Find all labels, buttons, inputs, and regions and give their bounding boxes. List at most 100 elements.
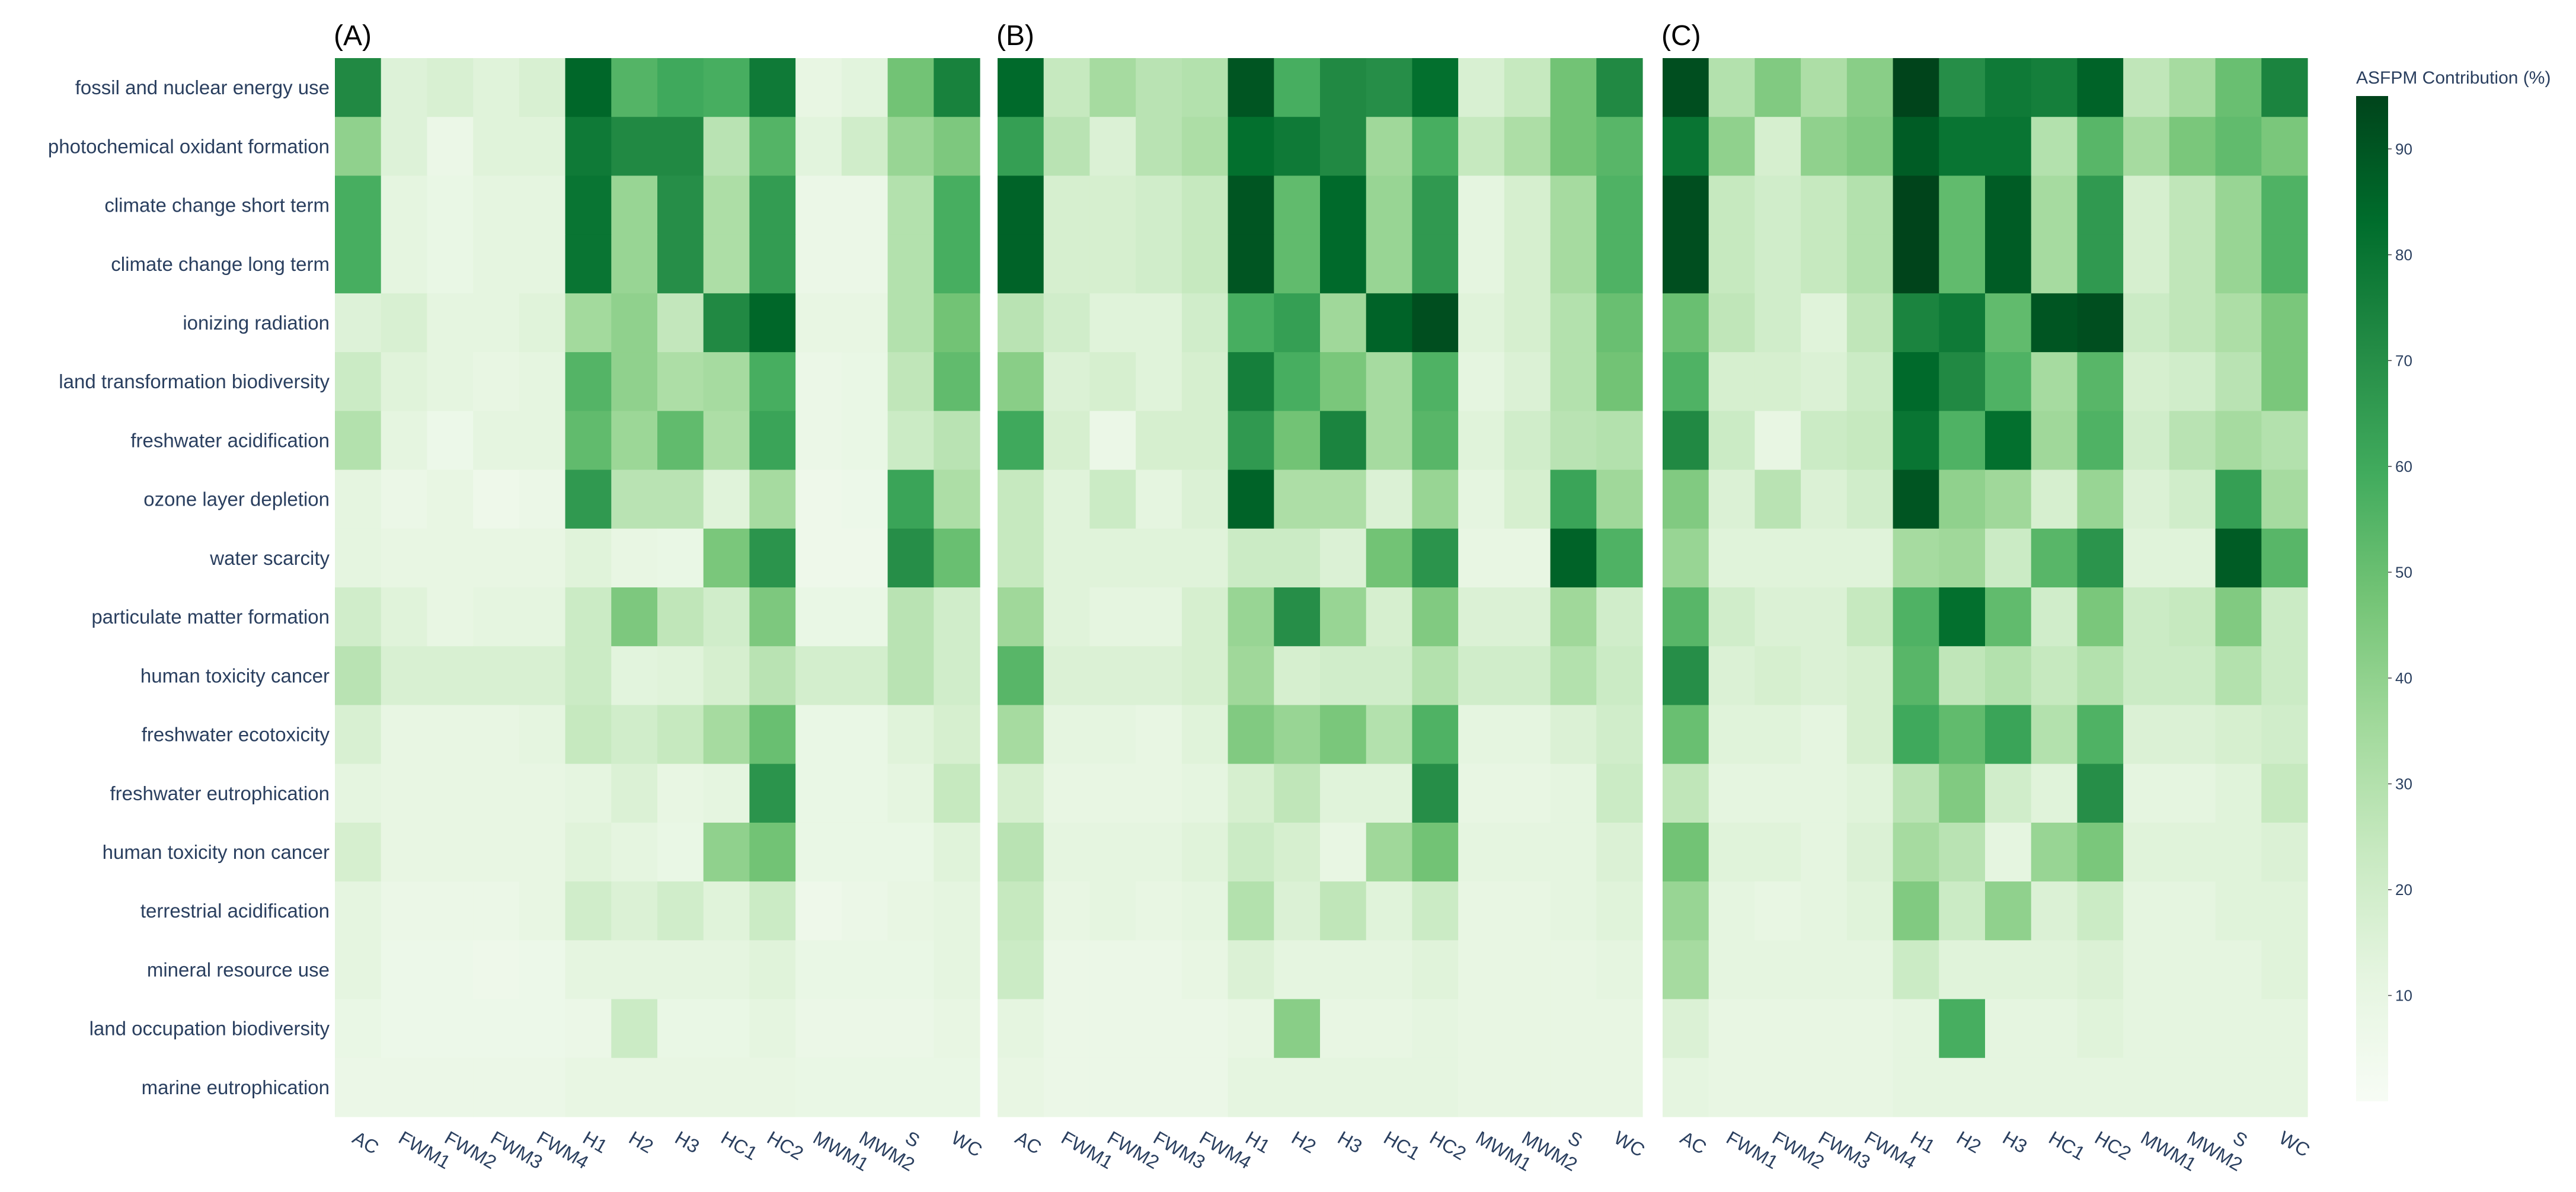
- heatmap-cell: [749, 411, 796, 471]
- heatmap-cell: [1846, 411, 1894, 471]
- heatmap-cell: [2169, 352, 2216, 411]
- heatmap-cell: [1274, 469, 1321, 529]
- heatmap-cell: [934, 58, 980, 117]
- heatmap-cell: [1550, 293, 1597, 353]
- heatmap-cell: [703, 587, 750, 647]
- heatmap-cell: [1274, 352, 1321, 411]
- heatmap-cell: [1939, 705, 1986, 765]
- heatmap-cell: [519, 999, 566, 1059]
- heatmap-cell: [1181, 234, 1229, 294]
- heatmap-cell: [1181, 352, 1229, 411]
- column-tick-label: S: [2229, 1127, 2251, 1152]
- heatmap-cell: [381, 175, 428, 235]
- heatmap-cell: [657, 234, 704, 294]
- heatmap-cell: [1596, 234, 1643, 294]
- heatmap-cell: [427, 293, 474, 353]
- heatmap-cell: [1846, 1057, 1894, 1117]
- heatmap-cell: [1893, 469, 1939, 529]
- heatmap-cell: [519, 58, 566, 117]
- heatmap-cell: [1801, 469, 1848, 529]
- heatmap-cell: [1320, 411, 1367, 471]
- heatmap-cell: [1985, 881, 2032, 941]
- column-tick-label: FWM1: [1057, 1127, 1117, 1173]
- heatmap-cell: [2031, 705, 2078, 765]
- heatmap-cell: [427, 469, 474, 529]
- row-label: ozone layer depletion: [143, 488, 330, 510]
- heatmap-cell: [749, 528, 796, 588]
- heatmap-cell: [1985, 58, 2032, 117]
- heatmap-cell: [1181, 587, 1229, 647]
- heatmap-cell: [1504, 646, 1551, 706]
- heatmap-cell: [1754, 117, 1801, 177]
- heatmap-cell: [934, 469, 980, 529]
- heatmap-cell: [2215, 175, 2262, 235]
- heatmap-cell: [473, 352, 520, 411]
- heatmap-cell: [473, 646, 520, 706]
- heatmap-cell: [519, 175, 566, 235]
- heatmap-cell: [749, 940, 796, 1000]
- heatmap-cell: [1228, 881, 1274, 941]
- heatmap-cell: [1228, 352, 1274, 411]
- heatmap-cell: [519, 940, 566, 1000]
- heatmap-cell: [2169, 646, 2216, 706]
- heatmap-cell: [1596, 1057, 1643, 1117]
- heatmap-cell: [1089, 763, 1136, 823]
- heatmap-cell: [2169, 999, 2216, 1059]
- heatmap-cell: [795, 999, 842, 1059]
- heatmap-cell: [611, 881, 658, 941]
- heatmap-cell: [565, 587, 612, 647]
- heatmap-cell: [1136, 469, 1182, 529]
- heatmap-cell: [998, 528, 1044, 588]
- heatmap-cell: [381, 705, 428, 765]
- heatmap-cell: [2031, 999, 2078, 1059]
- heatmap-cell: [1801, 411, 1848, 471]
- heatmap-cell: [473, 58, 520, 117]
- heatmap-cell: [1366, 822, 1413, 882]
- heatmap-cell: [887, 117, 934, 177]
- heatmap-cell: [703, 293, 750, 353]
- colorbar-tick-label: 10: [2395, 986, 2412, 1004]
- heatmap-cell: [1366, 58, 1413, 117]
- heatmap-cell: [565, 705, 612, 765]
- heatmap-cell: [841, 175, 889, 235]
- heatmap-cell: [1801, 999, 1848, 1059]
- heatmap-cell: [887, 411, 934, 471]
- heatmap-cell: [473, 999, 520, 1059]
- heatmap-cell: [1412, 881, 1459, 941]
- heatmap-cell: [335, 822, 382, 882]
- heatmap-cell: [1801, 881, 1848, 941]
- heatmap-cell: [427, 999, 474, 1059]
- heatmap-cell: [998, 234, 1044, 294]
- heatmap-cell: [1504, 411, 1551, 471]
- heatmap-cell: [657, 352, 704, 411]
- heatmap-cell: [427, 117, 474, 177]
- heatmap-cell: [1663, 940, 1709, 1000]
- heatmap-cell: [1181, 940, 1229, 1000]
- heatmap-cell: [1596, 293, 1643, 353]
- heatmap-cell: [1181, 705, 1229, 765]
- heatmap-cell: [1504, 705, 1551, 765]
- heatmap-cell: [1228, 117, 1274, 177]
- heatmap-cell: [703, 528, 750, 588]
- heatmap-cell: [887, 175, 934, 235]
- heatmap-cell: [934, 822, 980, 882]
- heatmap-cell: [1846, 763, 1894, 823]
- heatmap-cell: [1663, 822, 1709, 882]
- heatmap-cell: [519, 763, 566, 823]
- heatmap-cell: [2215, 528, 2262, 588]
- heatmap-cell: [427, 528, 474, 588]
- heatmap-cell: [519, 528, 566, 588]
- heatmap-cell: [1089, 1057, 1136, 1117]
- heatmap-cell: [795, 469, 842, 529]
- heatmap-cell: [1663, 293, 1709, 353]
- heatmap-cell: [1550, 234, 1597, 294]
- heatmap-cell: [1043, 940, 1091, 1000]
- column-tick-label: FWM4: [1196, 1127, 1255, 1173]
- heatmap-cell: [2169, 293, 2216, 353]
- heatmap-cell: [749, 705, 796, 765]
- row-label: human toxicity non cancer: [103, 841, 330, 863]
- heatmap-cell: [1274, 940, 1321, 1000]
- heatmap-cell: [565, 528, 612, 588]
- heatmap-cell: [1228, 999, 1274, 1059]
